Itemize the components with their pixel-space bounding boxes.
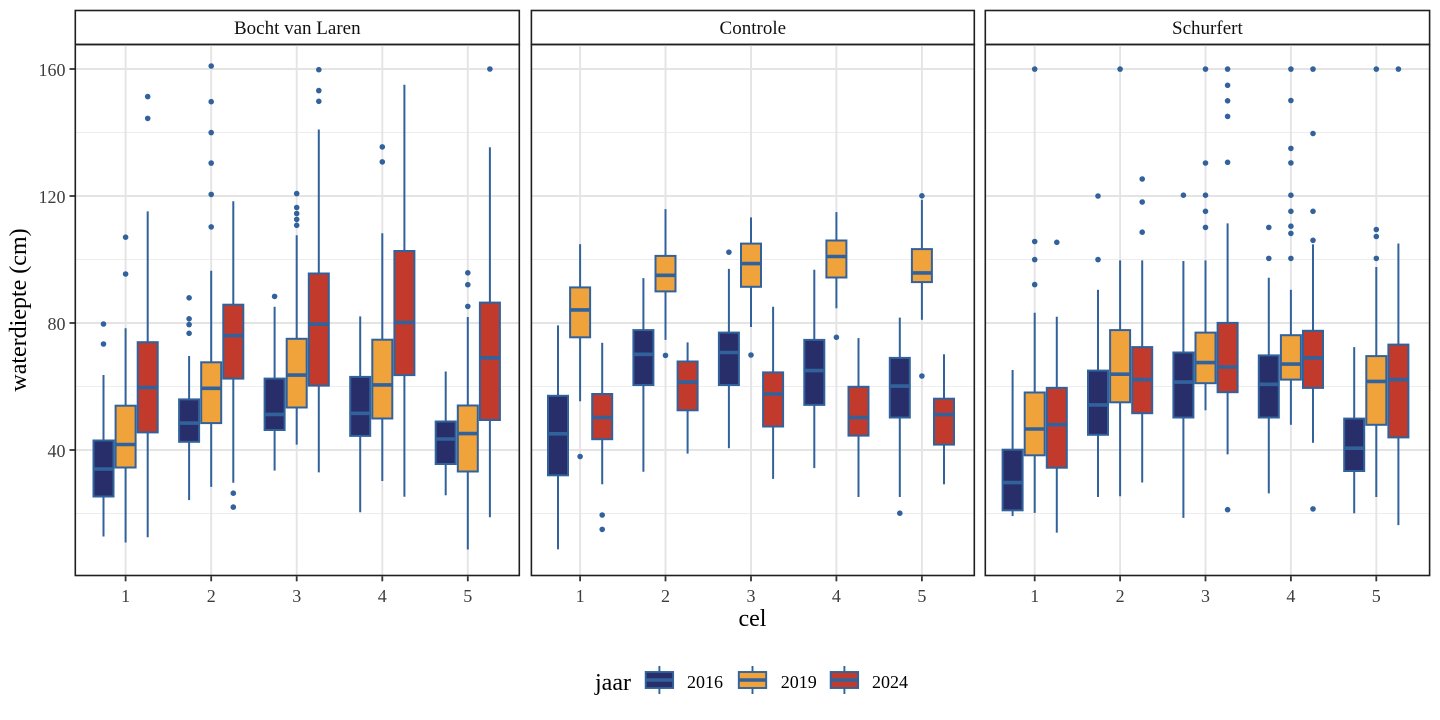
svg-text:1: 1 — [121, 586, 130, 606]
svg-text:160: 160 — [39, 60, 66, 80]
svg-text:2024: 2024 — [872, 672, 908, 692]
svg-text:3: 3 — [1201, 586, 1210, 606]
svg-text:5: 5 — [1372, 586, 1381, 606]
svg-text:4: 4 — [378, 586, 387, 606]
svg-text:3: 3 — [292, 586, 301, 606]
svg-text:40: 40 — [48, 441, 66, 461]
svg-text:2019: 2019 — [781, 672, 817, 692]
svg-text:Schurfert: Schurfert — [1172, 18, 1243, 39]
svg-text:4: 4 — [832, 586, 841, 606]
svg-text:jaar: jaar — [594, 670, 631, 696]
svg-text:waterdiepte (cm): waterdiepte (cm) — [6, 228, 32, 391]
svg-text:5: 5 — [463, 586, 472, 606]
svg-text:120: 120 — [39, 187, 66, 207]
svg-text:80: 80 — [48, 314, 66, 334]
svg-text:Controle: Controle — [720, 18, 787, 39]
svg-text:2016: 2016 — [687, 672, 723, 692]
svg-text:1: 1 — [576, 586, 585, 606]
svg-text:2: 2 — [661, 586, 670, 606]
svg-text:cel: cel — [739, 606, 767, 632]
svg-text:3: 3 — [747, 586, 756, 606]
svg-text:4: 4 — [1286, 586, 1295, 606]
svg-text:5: 5 — [917, 586, 926, 606]
svg-text:1: 1 — [1030, 586, 1039, 606]
svg-text:Bocht van Laren: Bocht van Laren — [234, 18, 361, 39]
svg-text:2: 2 — [1116, 586, 1125, 606]
svg-text:2: 2 — [207, 586, 216, 606]
